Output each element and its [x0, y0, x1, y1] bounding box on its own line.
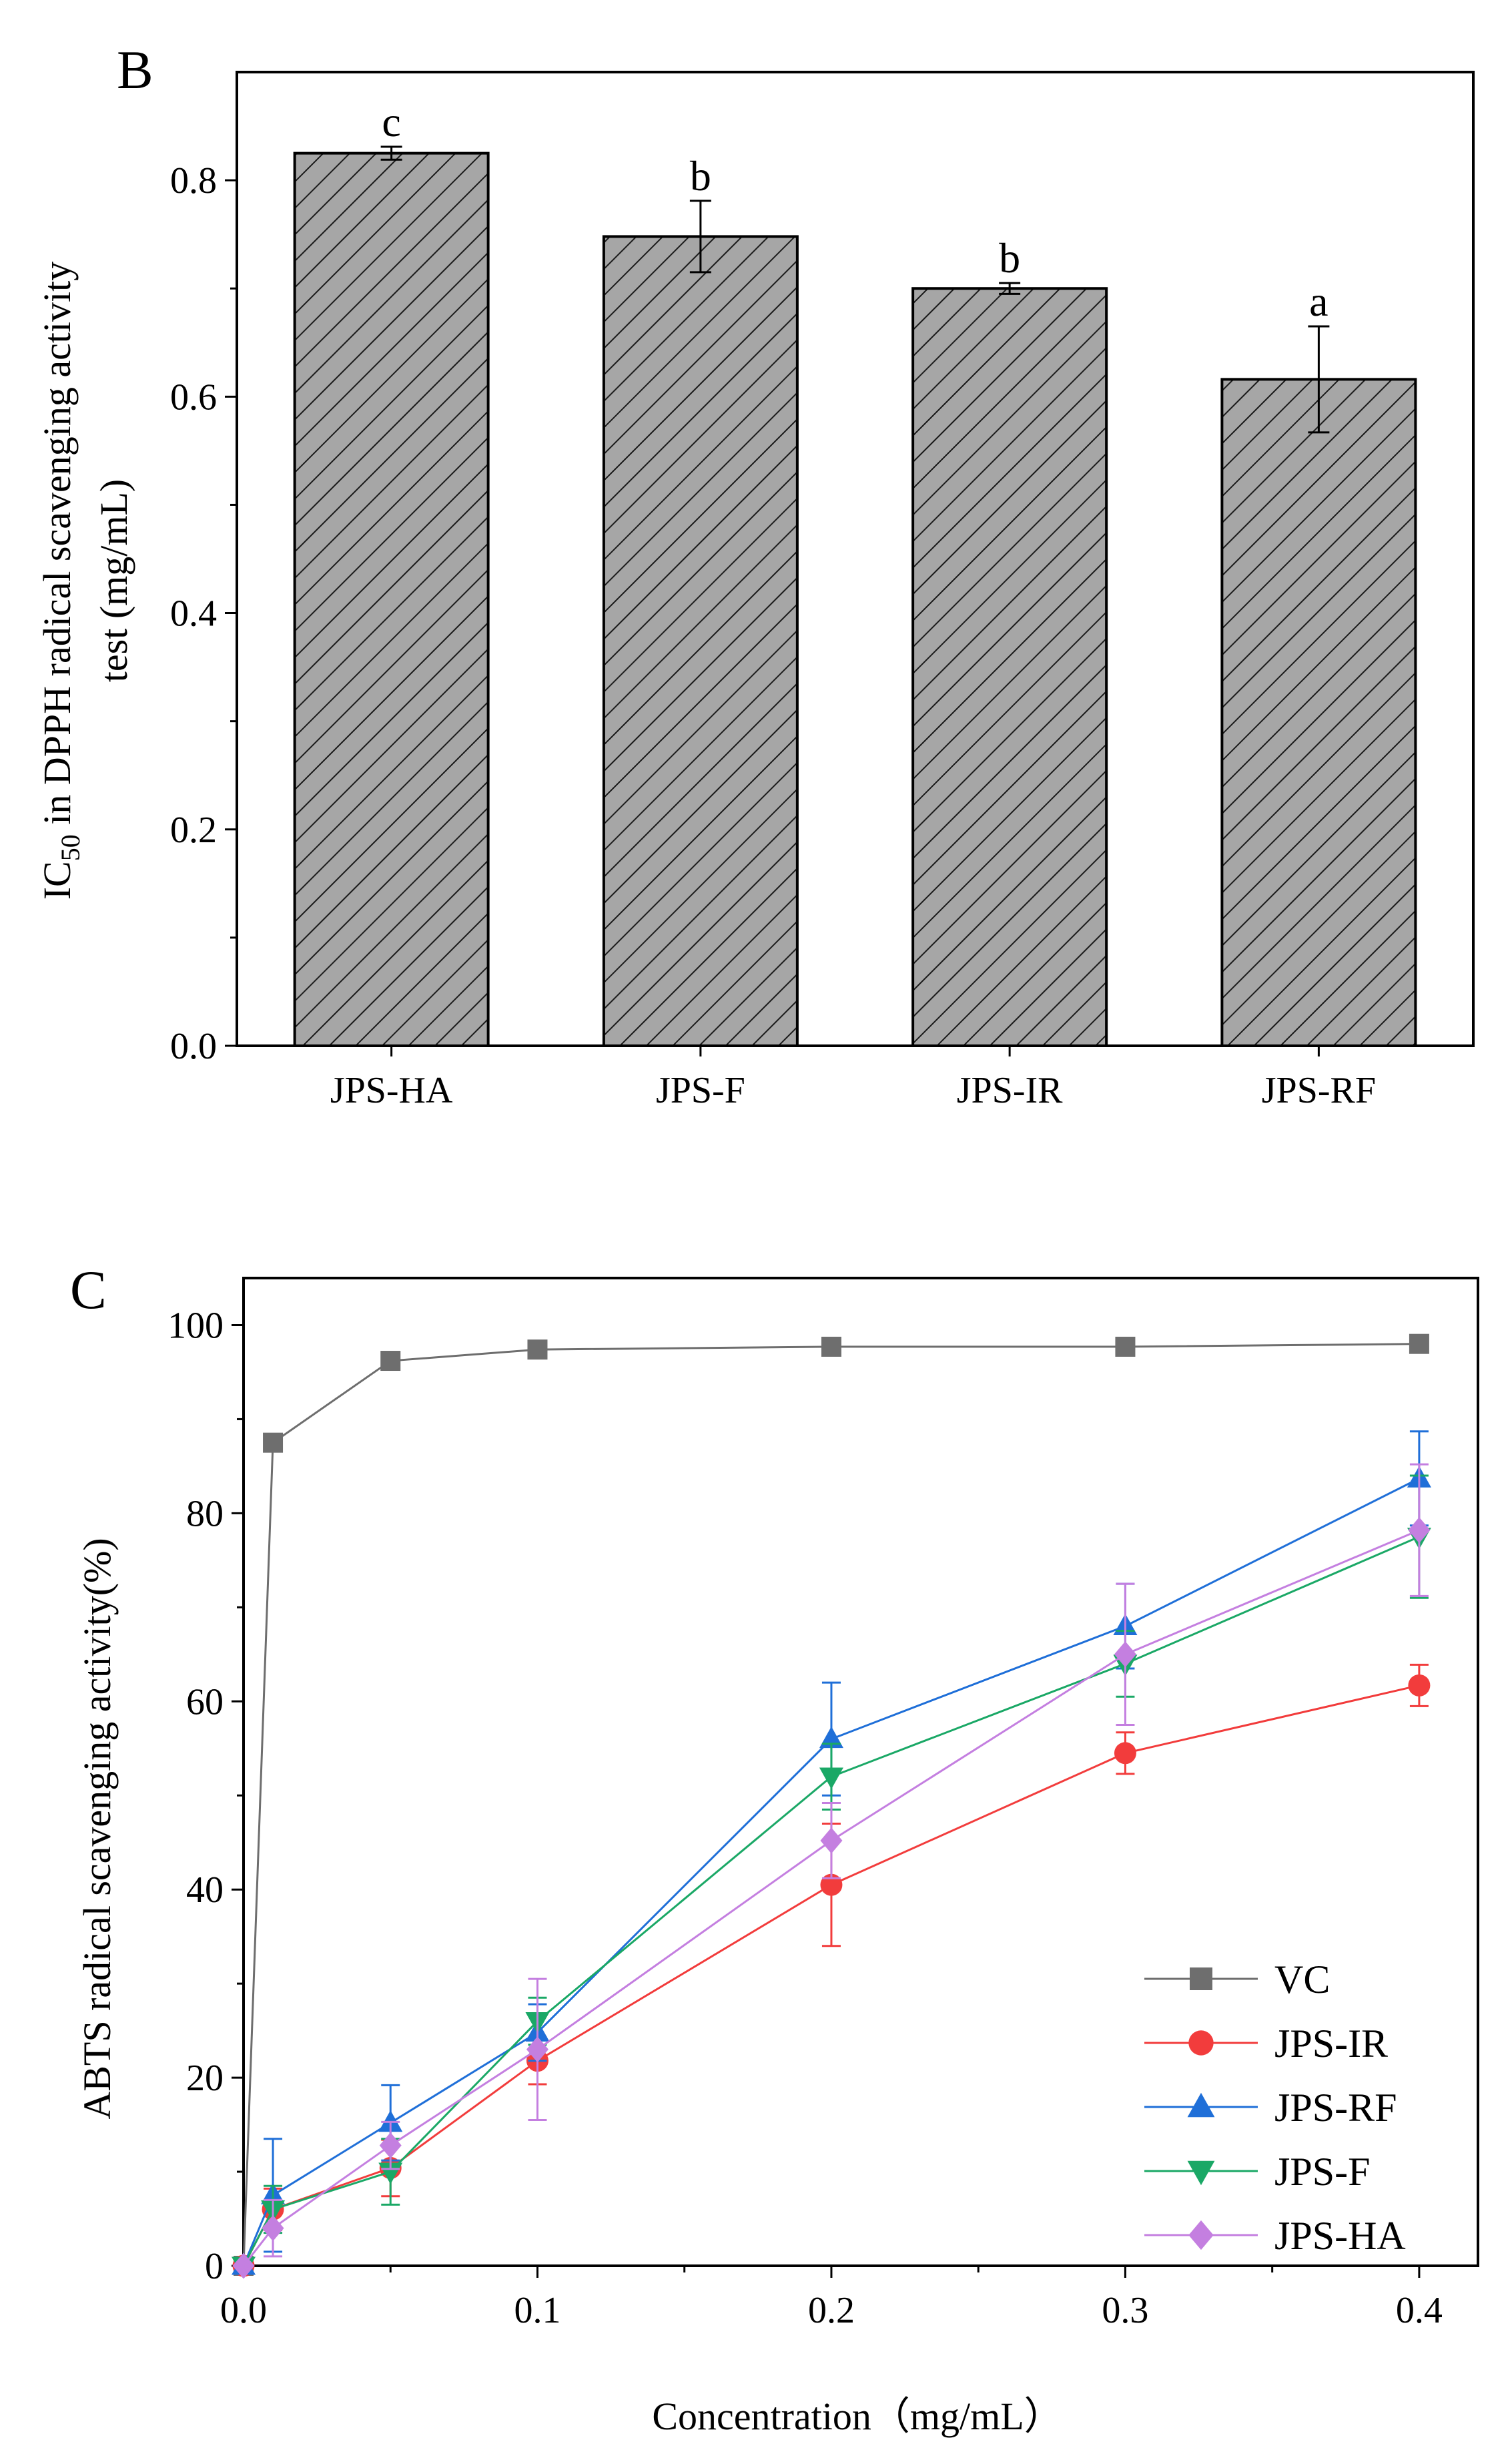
x-tick-label: JPS-F [656, 1070, 745, 1111]
legend-label: JPS-RF [1274, 2086, 1397, 2130]
series-jps-ha [232, 1463, 1431, 2279]
y-tick-label: 100 [167, 1305, 224, 1346]
line-x-ticks: 0.0 0.1 0.2 0.3 0.4 [220, 2266, 1443, 2331]
line-y-ticks: 0 20 40 60 80 100 [167, 1305, 244, 2287]
line-legend: VC JPS-IR JPS-RF JPS-F JPS-HA [1144, 1957, 1406, 2258]
x-tick-label: 0.4 [1396, 2290, 1443, 2331]
legend-entry-vc: VC [1144, 1957, 1330, 2002]
data-point [263, 1432, 284, 1453]
legend-entry-jps-ir: JPS-IR [1144, 2022, 1388, 2066]
line-y-axis-label: ABTS radical scavenging activity(%) [75, 1538, 119, 2119]
legend-entry-jps-ha: JPS-HA [1144, 2214, 1406, 2258]
legend-label: JPS-F [1274, 2150, 1370, 2194]
legend-entry-jps-rf: JPS-RF [1144, 2086, 1397, 2130]
significance-letter: c [382, 98, 400, 145]
significance-letter: a [1309, 278, 1328, 325]
data-point [1115, 1336, 1136, 1357]
data-point [1409, 1333, 1429, 1354]
bar-y-axis-label: IC50 in DPPH radical scavenging activity [35, 262, 85, 900]
x-tick-label: JPS-HA [330, 1070, 453, 1111]
line-axes [242, 1277, 1479, 2267]
y-tick-label: 80 [186, 1493, 224, 1534]
data-point [380, 1351, 401, 1371]
line-series [232, 1333, 1431, 2279]
line-x-axis-label: Concentration（mg/mL） [652, 2395, 1062, 2438]
legend-marker [1190, 1967, 1212, 1990]
x-tick-label: JPS-RF [1262, 1070, 1376, 1111]
data-point [1114, 1641, 1136, 1668]
data-point [819, 1767, 843, 1789]
data-point [1408, 1674, 1431, 1697]
bar-jps-ir [911, 287, 1108, 1048]
data-point [232, 2252, 255, 2279]
legend-marker [1187, 2092, 1215, 2118]
y-tick-label: 20 [186, 2058, 224, 2099]
y-tick-label: 0.4 [170, 593, 217, 635]
data-point [820, 1827, 843, 1854]
legend-label: VC [1274, 1957, 1330, 2002]
panel-label-c: C [70, 1259, 107, 1320]
significance-letter: b [690, 152, 711, 200]
y-tick-label: 60 [186, 1681, 224, 1723]
legend-marker [1187, 2160, 1215, 2186]
bar-jps-f [602, 235, 799, 1047]
x-tick-label: 0.0 [220, 2290, 267, 2331]
x-tick-label: 0.1 [514, 2290, 560, 2331]
legend-marker [1188, 2030, 1214, 2056]
plot-frame [242, 1277, 1479, 2267]
x-tick-label: 0.2 [808, 2290, 855, 2331]
data-point [379, 2132, 402, 2159]
bar-bars: c b b a [293, 98, 1417, 1048]
panel-label-b: B [117, 39, 153, 100]
data-point [1408, 1517, 1431, 1544]
data-point [1114, 1742, 1136, 1765]
data-point [527, 1339, 548, 1360]
y-tick-label: 40 [186, 1869, 224, 1911]
x-tick-label: JPS-IR [957, 1070, 1063, 1111]
bar-axes [236, 71, 1475, 1047]
legend-marker [1188, 2220, 1214, 2250]
x-tick-label: 0.3 [1102, 2290, 1148, 2331]
y-tick-label: 0.0 [170, 1026, 217, 1067]
legend-label: JPS-HA [1274, 2214, 1406, 2258]
data-point [821, 1336, 841, 1357]
data-point [819, 1726, 843, 1749]
line-chart-panel: C 0 20 40 60 80 100 0.0 0.1 0.2 0.3 0.4 VC JPS-IR J… [70, 1259, 1479, 2438]
bar-x-ticks: JPS-HA JPS-F JPS-IR JPS-RF [330, 1046, 1376, 1111]
bar-chart-panel: B c b b a 0.0 0.2 0.4 0.6 0.8 JPS-HA JPS-F JPS-IR… [35, 39, 1475, 1111]
data-point [820, 1873, 843, 1896]
legend-label: JPS-IR [1274, 2022, 1388, 2066]
plot-frame [236, 71, 1475, 1047]
bar-jps-rf [1220, 378, 1417, 1047]
data-point [526, 2036, 548, 2063]
y-tick-label: 0.2 [170, 810, 217, 851]
bar-y-ticks: 0.0 0.2 0.4 0.6 0.8 [170, 160, 237, 1067]
bar-y-axis-label-line2: test (mg/mL) [92, 479, 135, 682]
legend-entry-jps-f: JPS-F [1144, 2150, 1370, 2194]
y-tick-label: 0.8 [170, 160, 217, 202]
significance-letter: b [999, 234, 1020, 282]
bar-jps-ha [293, 151, 490, 1047]
data-point [262, 2215, 284, 2242]
y-tick-label: 0 [205, 2246, 224, 2287]
y-tick-label: 0.6 [170, 376, 217, 418]
